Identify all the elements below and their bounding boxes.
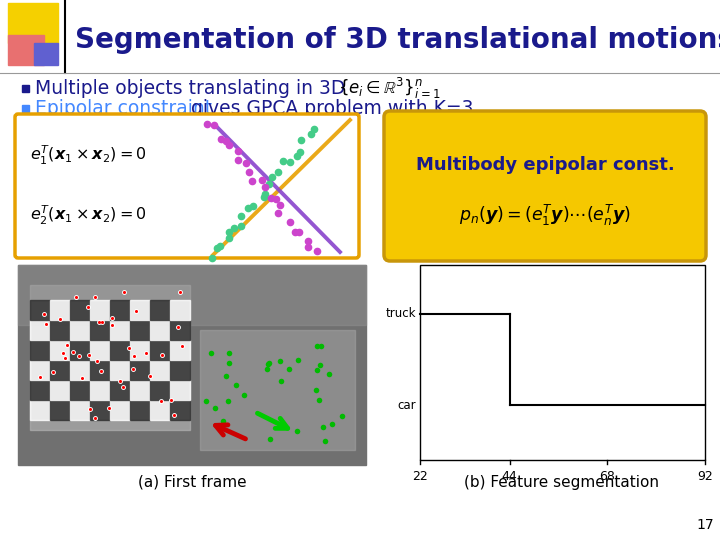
Bar — [70, 300, 90, 320]
Text: (b) Feature segmentation: (b) Feature segmentation — [464, 475, 660, 489]
Bar — [200, 330, 355, 450]
Bar — [130, 300, 150, 320]
Text: Epipolar constraint: Epipolar constraint — [35, 98, 212, 118]
Bar — [8, 3, 58, 43]
Bar — [70, 380, 90, 400]
Bar — [70, 340, 90, 360]
Text: 68: 68 — [599, 470, 615, 483]
Bar — [70, 320, 90, 340]
Text: $e_1^T(\boldsymbol{x}_1 \times \boldsymbol{x}_2) = 0$: $e_1^T(\boldsymbol{x}_1 \times \boldsymb… — [30, 144, 147, 167]
Bar — [110, 300, 130, 320]
Text: $p_n(\boldsymbol{y}) = (e_1^T\boldsymbol{y})\cdots(e_n^T\boldsymbol{y})$: $p_n(\boldsymbol{y}) = (e_1^T\boldsymbol… — [459, 202, 631, 227]
Bar — [70, 360, 90, 380]
Bar — [170, 380, 190, 400]
Bar — [110, 340, 130, 360]
Bar — [90, 380, 110, 400]
Bar — [170, 360, 190, 380]
Bar — [22, 85, 29, 92]
Bar — [50, 340, 70, 360]
Bar — [30, 285, 190, 430]
Bar — [130, 340, 150, 360]
Bar — [50, 380, 70, 400]
Text: gives GPCA problem with K=3: gives GPCA problem with K=3 — [185, 98, 474, 118]
Bar — [30, 340, 50, 360]
Bar — [150, 360, 170, 380]
Bar — [150, 380, 170, 400]
Bar — [150, 400, 170, 420]
Bar — [18, 265, 366, 325]
Bar — [50, 320, 70, 340]
Bar — [34, 43, 58, 65]
FancyBboxPatch shape — [384, 111, 706, 261]
Bar — [30, 380, 50, 400]
Text: 44: 44 — [502, 470, 518, 483]
Text: 22: 22 — [412, 470, 428, 483]
Bar — [90, 360, 110, 380]
Bar — [170, 400, 190, 420]
Bar — [110, 320, 130, 340]
Bar — [90, 400, 110, 420]
Text: Segmentation of 3D translational motions: Segmentation of 3D translational motions — [75, 26, 720, 54]
Bar — [170, 340, 190, 360]
Bar — [110, 400, 130, 420]
Text: Multiple objects translating in 3D: Multiple objects translating in 3D — [35, 78, 346, 98]
Bar — [130, 400, 150, 420]
Bar — [18, 265, 366, 465]
Text: $\{e_i \in \mathbb{R}^3\}^n_{i=1}$: $\{e_i \in \mathbb{R}^3\}^n_{i=1}$ — [338, 76, 441, 100]
Bar — [170, 320, 190, 340]
Text: Multibody epipolar const.: Multibody epipolar const. — [415, 156, 675, 174]
Bar — [150, 300, 170, 320]
Bar — [30, 400, 50, 420]
Bar — [50, 300, 70, 320]
Bar — [30, 300, 50, 320]
Text: car: car — [397, 399, 416, 412]
Bar — [90, 320, 110, 340]
Bar — [50, 360, 70, 380]
Bar — [30, 320, 50, 340]
Text: 92: 92 — [697, 470, 713, 483]
Bar — [30, 360, 50, 380]
FancyBboxPatch shape — [15, 114, 359, 258]
Bar — [90, 300, 110, 320]
Bar — [110, 380, 130, 400]
Bar — [70, 400, 90, 420]
Bar — [22, 105, 29, 112]
Bar — [150, 340, 170, 360]
Text: 17: 17 — [696, 518, 714, 532]
Bar — [170, 300, 190, 320]
Bar — [420, 265, 705, 460]
Bar — [110, 360, 130, 380]
Bar — [50, 400, 70, 420]
Bar — [130, 320, 150, 340]
Bar — [150, 320, 170, 340]
Bar — [130, 380, 150, 400]
Text: truck: truck — [385, 307, 416, 320]
Text: $e_2^T(\boldsymbol{x}_1 \times \boldsymbol{x}_2) = 0$: $e_2^T(\boldsymbol{x}_1 \times \boldsymb… — [30, 204, 147, 227]
Text: (a) First frame: (a) First frame — [138, 475, 246, 489]
Bar — [130, 360, 150, 380]
Bar — [8, 35, 44, 65]
Bar — [90, 340, 110, 360]
